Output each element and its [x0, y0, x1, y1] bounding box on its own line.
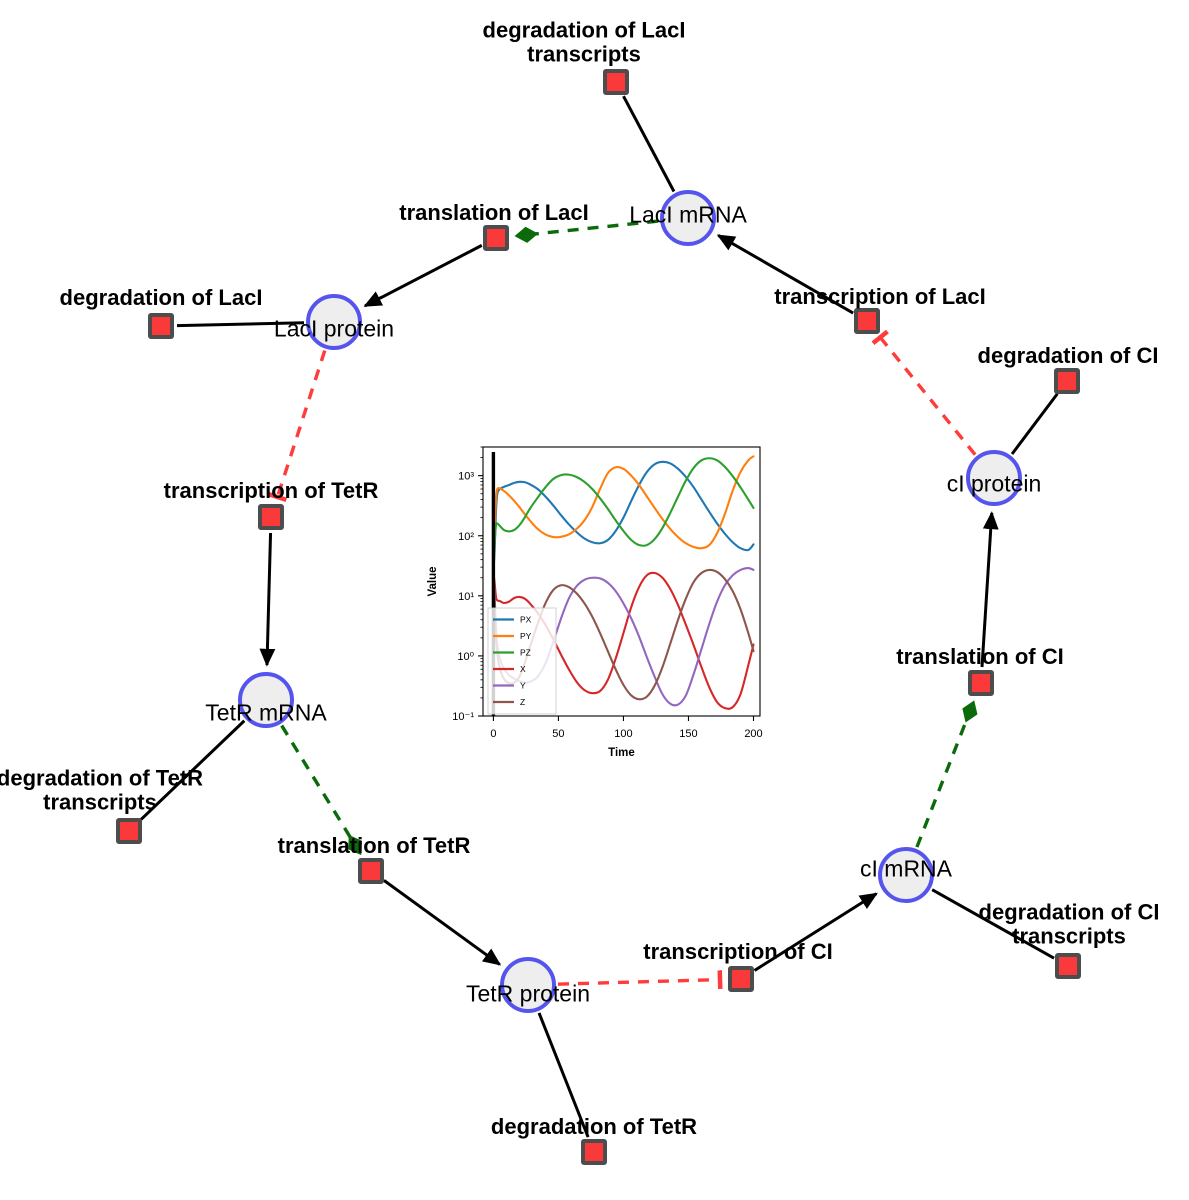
x-tick-label: 50: [552, 728, 564, 740]
edge-product-tl_tetr-to-tetr_protein: [383, 879, 502, 966]
x-tick-label: 0: [490, 728, 496, 740]
species-node-tetr-mrna[interactable]: [238, 672, 294, 728]
legend-label-PX: PX: [520, 615, 532, 625]
edge-inhibition-laci_protein-to-tx_tetr: [267, 350, 327, 503]
legend-label-PY: PY: [520, 631, 532, 641]
legend-label-Y: Y: [520, 681, 526, 691]
y-tick-label: 10²: [458, 531, 474, 543]
edge-group: [139, 95, 1059, 1138]
edge-product-tl_laci-to-laci_protein: [363, 244, 483, 308]
reaction-node-transcription-of-ci[interactable]: [728, 966, 754, 992]
species-node-tetr-protein[interactable]: [500, 957, 556, 1013]
inset-timecourse-chart: 10⁻¹ 10⁰ 10¹ 10² 10³ 0 50 100 150 200 Time Value PX P…: [418, 433, 770, 763]
edge-substrate-ci_mrna-to-deg_ci_tx: [931, 888, 1055, 960]
x-tick-label: 150: [679, 728, 697, 740]
edge-catalysis-ci_mrna-to-tl_ci: [915, 700, 978, 848]
edge-substrate-laci_protein-to-deg_laci: [176, 321, 305, 328]
reaction-node-degradation-of-laci-transcripts[interactable]: [603, 69, 629, 95]
reaction-node-degradation-of-ci[interactable]: [1054, 368, 1080, 394]
series-X: [492, 570, 755, 710]
legend-box: [487, 607, 557, 715]
reaction-node-transcription-of-tetr[interactable]: [258, 504, 284, 530]
species-node-laci-mrna[interactable]: [660, 190, 716, 246]
series-PZ: [492, 457, 755, 573]
reaction-node-degradation-of-ci-transcripts[interactable]: [1055, 953, 1081, 979]
edge-substrate-ci_protein-to-deg_ci: [1010, 392, 1059, 455]
species-node-ci-protein[interactable]: [966, 450, 1022, 506]
edge-product-tx_laci-to-laci_mrna: [716, 234, 854, 315]
reaction-node-degradation-of-tetr[interactable]: [581, 1139, 607, 1165]
edge-inhibition-ci_protein-to-tx_laci: [871, 329, 977, 456]
edge-substrate-laci_mrna-to-deg_laci_tx: [622, 95, 676, 193]
edge-product-tl_ci-to-ci_protein: [980, 511, 999, 668]
reaction-node-translation-of-tetr[interactable]: [358, 858, 384, 884]
edge-substrate-tetr_protein-to-deg_tetr: [537, 1012, 590, 1138]
legend-label-X: X: [520, 664, 526, 674]
x-tick-label: 100: [614, 728, 632, 740]
reaction-node-degradation-of-tetr-transcripts[interactable]: [116, 818, 142, 844]
x-axis-title: Time: [608, 747, 635, 759]
edge-product-tx_tetr-to-tetr_mrna: [259, 532, 276, 667]
chart-legend: PX PY PZ XYZ: [487, 607, 557, 715]
x-tick-label: 200: [744, 728, 762, 740]
series-PX: [492, 460, 755, 573]
y-tick-label: 10³: [458, 471, 474, 483]
edge-product-tx_ci-to-ci_mrna: [753, 892, 878, 972]
reaction-node-translation-of-ci[interactable]: [968, 670, 994, 696]
y-tick-label: 10⁻¹: [452, 711, 474, 723]
series-PY: [492, 455, 755, 573]
edge-inhibition-tetr_protein-to-tx_ci: [557, 970, 723, 989]
legend-label-Z: Z: [520, 697, 525, 707]
edge-catalysis-laci_mrna-to-tl_laci: [514, 219, 659, 243]
reaction-node-translation-of-laci[interactable]: [483, 225, 509, 251]
y-axis-title: Value: [427, 566, 439, 596]
legend-label-PZ: PZ: [520, 648, 531, 658]
y-tick-label: 10¹: [458, 591, 474, 603]
species-node-ci-mrna[interactable]: [878, 847, 934, 903]
reaction-node-transcription-of-laci[interactable]: [854, 308, 880, 334]
edge-catalysis-tetr_mrna-to-tl_tetr: [280, 724, 362, 856]
reaction-node-degradation-of-laci[interactable]: [148, 313, 174, 339]
edge-substrate-tetr_mrna-to-deg_tetr_tx: [139, 719, 246, 822]
species-node-laci-protein[interactable]: [306, 294, 362, 350]
y-tick-label: 10⁰: [457, 651, 474, 663]
